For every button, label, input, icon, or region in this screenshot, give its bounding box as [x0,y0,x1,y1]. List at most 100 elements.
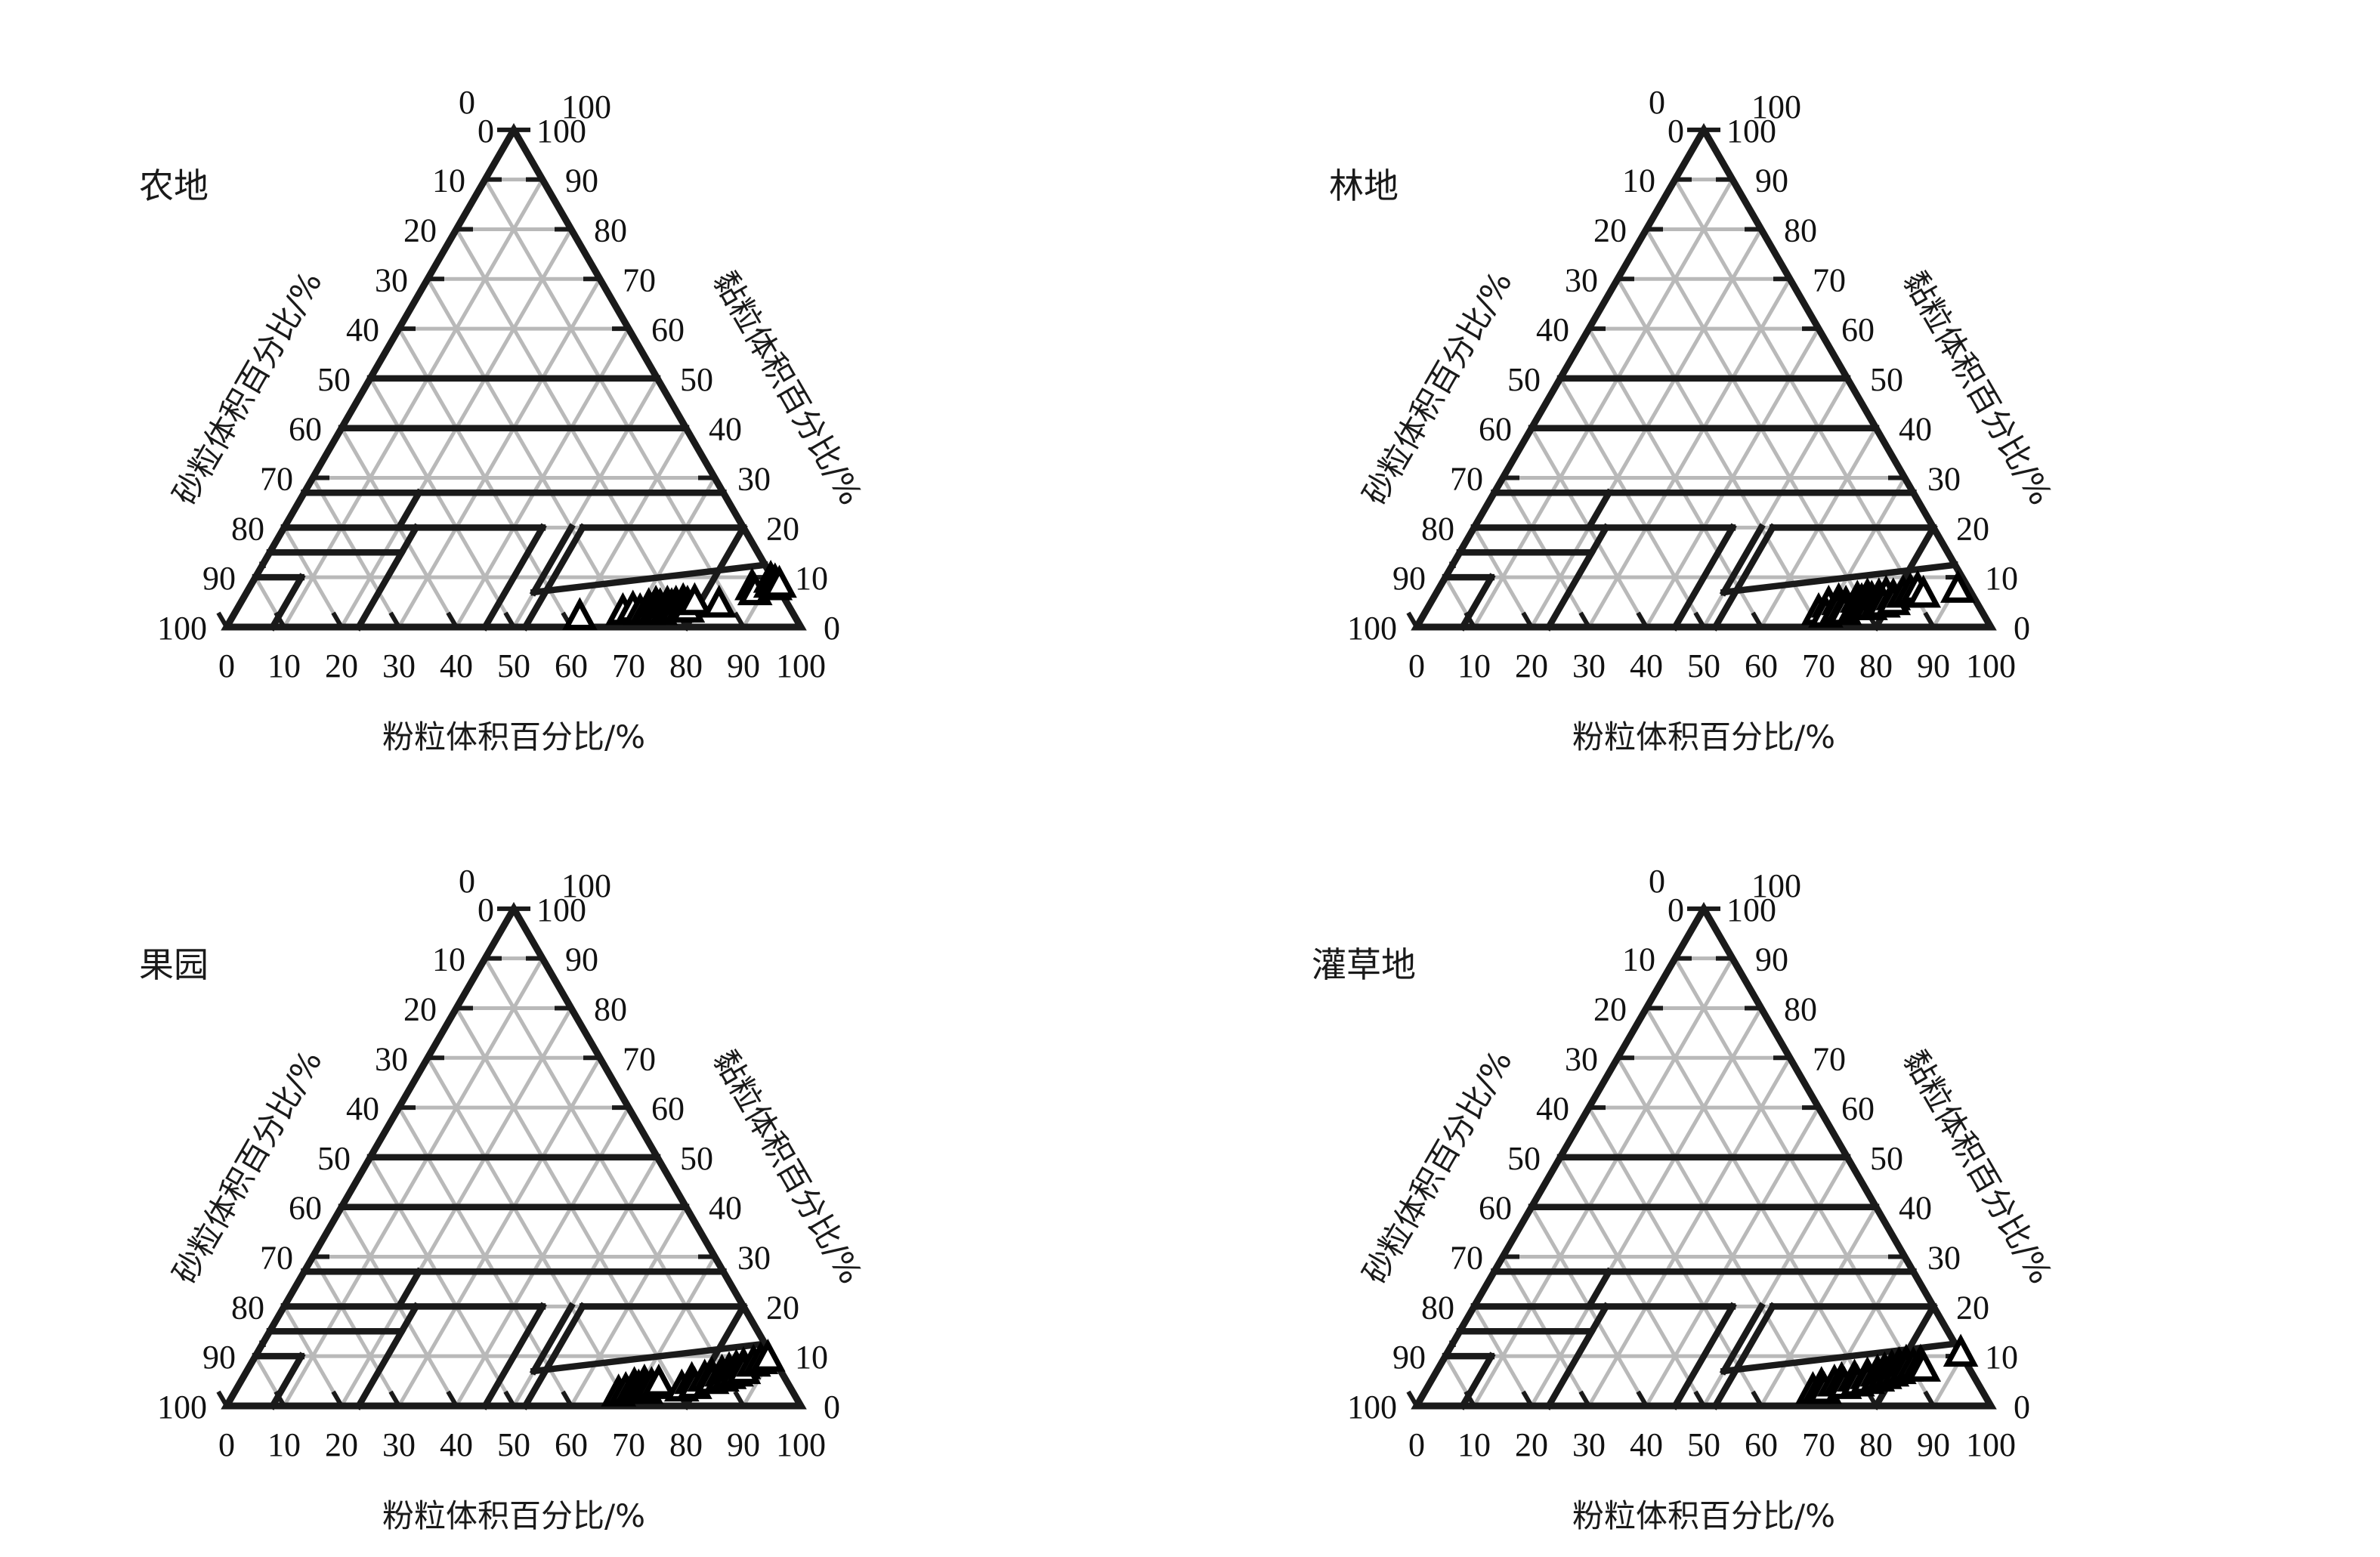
right-tick-label: 0 [2014,610,2030,647]
right-tick-label: 70 [623,1040,656,1077]
apex-zero-label: 0 [1649,863,1665,900]
left-axis-label: 砂粒体积百分比/% [1355,265,1519,511]
bottom-tick-label: 70 [1802,647,1835,684]
ternary-panel-forest: 0 0 0 10 10 10 20 20 20 30 30 30 40 40 40 50 50 50 60 60 60 7… [1190,0,2380,778]
left-tick-label: 60 [289,411,322,448]
right-tick-label: 70 [1813,261,1846,298]
bottom-tick-label: 10 [267,647,301,684]
bottom-tick-label: 10 [267,1426,301,1463]
data-point-marker [701,584,737,618]
right-tick-label: 60 [651,311,685,348]
left-tick-label: 40 [346,1090,379,1127]
right-tick-label: 100 [536,113,586,150]
data-point-marker [1906,1348,1942,1382]
bottom-tick-label: 80 [1859,1426,1893,1463]
bottom-tick-label: 90 [1917,1426,1950,1463]
bottom-tick-label: 20 [325,1426,358,1463]
right-axis-label: 黏粒体积百分比/% [706,265,869,511]
left-axis-label: 砂粒体积百分比/% [1355,1044,1519,1290]
right-tick-label: 0 [824,1389,840,1426]
bottom-tick-label: 30 [382,647,416,684]
left-tick-label: 20 [403,990,437,1027]
left-tick-label: 20 [1593,990,1627,1027]
left-tick-label: 0 [1668,113,1684,150]
bottom-tick-label: 30 [382,1426,416,1463]
left-tick-label: 90 [202,560,236,597]
grid-lines [1443,178,1964,629]
axis-ticks: 0 0 0 10 10 10 20 20 20 30 30 30 40 40 40 50 50 50 60 60 60 7… [1347,113,2030,684]
bottom-tick-label: 30 [1572,647,1606,684]
bottom-tick-label: 0 [218,647,235,684]
bottom-tick-label: 90 [727,647,760,684]
right-tick-label: 60 [1841,1090,1875,1127]
right-tick-label: 10 [795,1339,828,1376]
bottom-tick-label: 60 [555,1426,588,1463]
x-axis-label: 粉粒体积百分比/% [382,1497,645,1534]
bottom-tick-label: 100 [776,1426,826,1463]
data-markers [562,560,797,631]
left-tick-label: 90 [202,1339,236,1376]
right-tick-label: 90 [1755,941,1788,978]
right-tick-label: 50 [680,1140,713,1177]
left-tick-label: 60 [1479,1190,1512,1227]
left-tick-label: 0 [478,113,494,150]
right-tick-label: 30 [737,1240,771,1277]
left-tick-label: 70 [1450,461,1483,498]
right-tick-label: 100 [1726,113,1776,150]
right-axis-label: 黏粒体积百分比/% [1896,1044,2059,1290]
bottom-tick-label: 100 [1966,1426,2016,1463]
left-tick-label: 90 [1392,1339,1426,1376]
left-tick-label: 100 [1347,1389,1397,1426]
right-tick-label: 10 [1985,1339,2018,1376]
left-tick-label: 100 [157,1389,207,1426]
bottom-tick-label: 70 [612,647,645,684]
left-tick-label: 100 [157,610,207,647]
axis-ticks: 0 0 0 10 10 10 20 20 20 30 30 30 40 40 40 50 50 50 60 60 60 7… [1347,891,2030,1463]
left-tick-label: 20 [403,212,437,249]
left-tick-label: 80 [231,1289,264,1326]
bottom-tick-label: 50 [1687,647,1720,684]
data-point-marker [762,564,797,598]
right-tick-label: 60 [1841,311,1875,348]
x-axis-label: 粉粒体积百分比/% [382,718,645,755]
right-tick-label: 100 [536,891,586,928]
bottom-tick-label: 80 [669,1426,703,1463]
data-point-marker [1940,570,1976,603]
bottom-tick-label: 40 [1630,647,1663,684]
left-axis-label: 砂粒体积百分比/% [165,265,329,511]
left-tick-label: 50 [1507,361,1541,398]
left-tick-label: 70 [260,461,293,498]
left-tick-label: 50 [1507,1140,1541,1177]
panel-title: 果园 [139,944,209,985]
bottom-tick-label: 0 [1408,1426,1425,1463]
right-tick-label: 50 [680,361,713,398]
right-tick-label: 30 [737,461,771,498]
data-markers [1800,570,1976,628]
right-tick-label: 20 [766,1289,799,1326]
right-tick-label: 90 [565,162,598,199]
data-point-marker [562,597,598,631]
right-tick-label: 90 [565,941,598,978]
left-tick-label: 100 [1347,610,1397,647]
left-tick-label: 20 [1593,212,1627,249]
bottom-tick-label: 100 [776,647,826,684]
data-point-marker [1906,574,1942,608]
bottom-tick-label: 0 [1408,647,1425,684]
bottom-tick-label: 100 [1966,647,2016,684]
bottom-tick-label: 70 [612,1426,645,1463]
data-markers [601,1339,786,1407]
bottom-tick-label: 90 [1917,647,1950,684]
axis-ticks: 0 0 0 10 10 10 20 20 20 30 30 30 40 40 40 50 50 50 60 60 60 7… [157,113,840,684]
ternary-panel-shrubgrass: 0 0 0 10 10 10 20 20 20 30 30 30 40 40 40 50 50 50 60 60 60 7… [1190,779,2380,1557]
left-tick-label: 40 [346,311,379,348]
bottom-tick-label: 20 [1515,1426,1548,1463]
right-tick-label: 50 [1870,1140,1903,1177]
right-tick-label: 30 [1927,461,1961,498]
left-tick-label: 40 [1536,1090,1569,1127]
left-tick-label: 0 [478,891,494,928]
bottom-tick-label: 20 [325,647,358,684]
apex-hundred-label: 100 [561,88,611,125]
